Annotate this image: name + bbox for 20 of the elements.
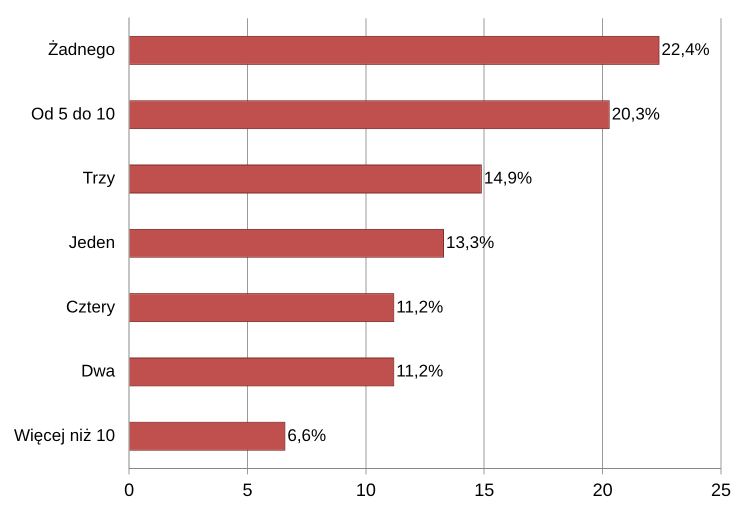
data-label: 11,2%: [396, 297, 444, 316]
y-tick-label: Więcej niż 10: [14, 426, 116, 445]
y-tick-label: Jeden: [68, 232, 116, 252]
y-tick-label: Dwa: [81, 362, 116, 381]
data-label: 6,6%: [287, 426, 326, 445]
data-label: 14,9%: [484, 168, 532, 188]
x-tick-label: 5: [242, 480, 252, 500]
x-tick-label: 0: [124, 480, 134, 500]
y-tick-label: Żadnego: [48, 40, 116, 60]
y-tick-label: Cztery: [66, 297, 116, 316]
data-label: 13,3%: [446, 232, 494, 252]
x-tick-label: 10: [356, 480, 376, 500]
x-tick-label: 25: [710, 480, 732, 500]
data-label: 22,4%: [661, 40, 710, 60]
x-tick-label: 20: [592, 480, 613, 500]
data-label: 11,2%: [396, 362, 444, 381]
x-tick-label: 15: [474, 480, 494, 500]
y-tick-label: Trzy: [82, 168, 116, 188]
data-label: 20,3%: [612, 104, 660, 124]
y-tick-label: Od 5 do 10: [30, 104, 116, 124]
